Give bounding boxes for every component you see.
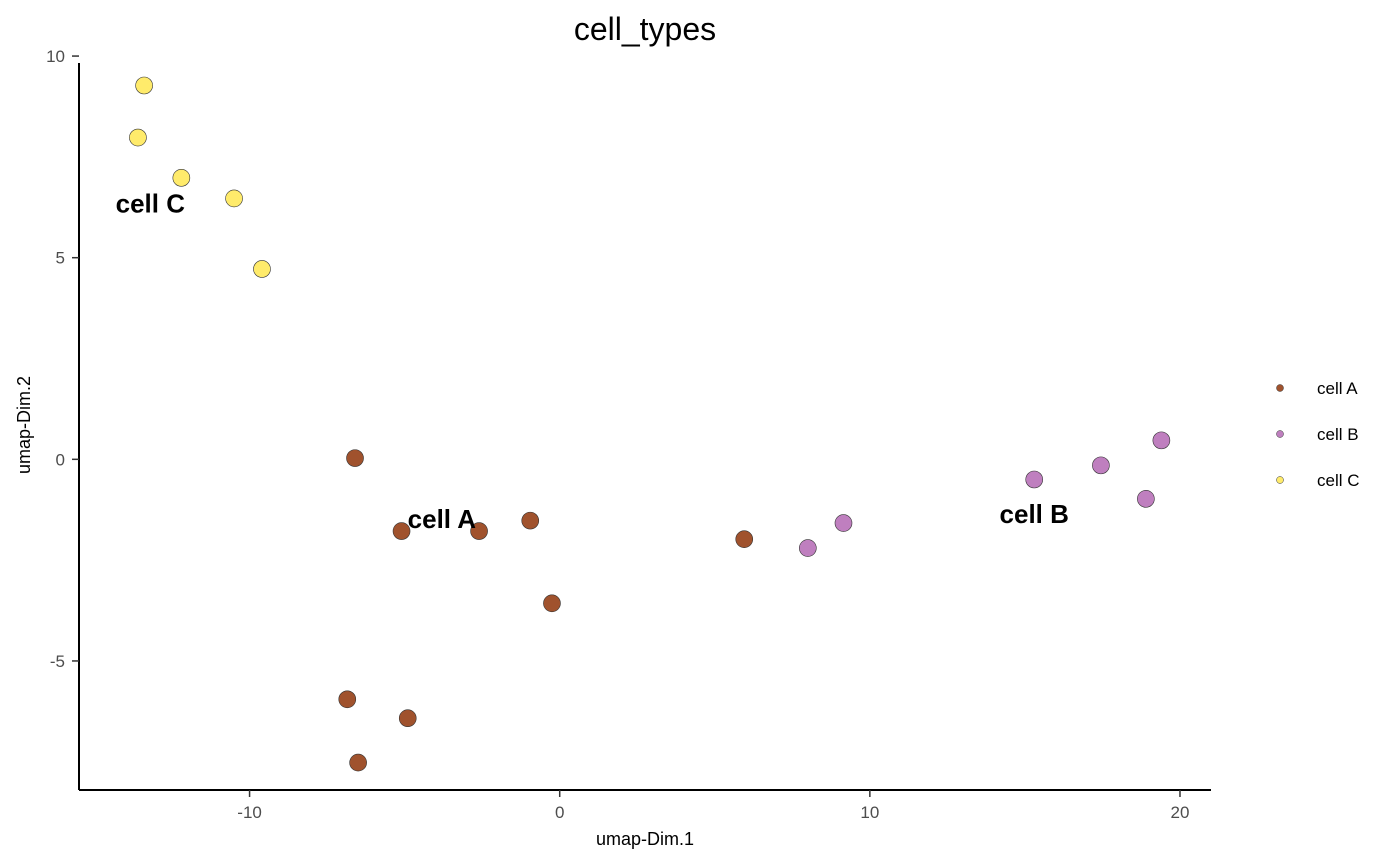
legend-label: cell A [1317,379,1358,398]
y-tick-label: 5 [56,249,65,268]
y-axis-ticks: -5 0 5 10 [46,47,79,671]
legend-label: cell B [1317,425,1359,444]
x-axis-ticks: -10 0 10 20 [237,790,1189,822]
cluster-label: cell A [408,504,477,534]
cell-a-point [470,522,488,540]
data-points [129,76,1171,772]
cell-a-point [392,522,411,540]
cell-b-point [799,539,817,557]
legend-label: cell C [1317,471,1360,490]
cluster-label: cell C [116,188,186,218]
y-axis-title: umap-Dim.2 [14,376,34,474]
cell-b-point [834,514,853,532]
cell-c-point [135,76,153,95]
y-tick-label: 10 [46,47,65,66]
legend-item-cell-a: cell A [1276,379,1358,398]
x-tick-label: 0 [555,803,564,822]
cell-a-point [346,449,364,467]
legend: cell A cell B cell C [1276,379,1360,490]
cell-b-point [1152,431,1171,450]
x-tick-label: -10 [237,803,262,822]
cell-c-point [225,189,243,208]
cell-a-point [543,594,561,613]
cluster-labels: cell A cell B cell C [116,188,1069,534]
cell-a-point [398,709,417,728]
cell-c-point [253,260,271,278]
cell-b-point [1092,456,1110,475]
legend-swatch [1276,384,1284,392]
y-tick-label: -5 [50,652,65,671]
cell-c-point [172,169,191,187]
y-tick-label: 0 [56,450,65,469]
legend-item-cell-b: cell B [1276,425,1359,444]
cell-b-point [1025,470,1044,489]
cell-a-point [735,530,754,548]
cell-a-point [338,690,357,709]
chart-title: cell_types [574,11,716,47]
cell-a-point [349,753,367,772]
cell-b-point [1137,490,1155,508]
legend-swatch [1276,476,1284,484]
cluster-label: cell B [1000,499,1069,529]
cell-a-point [521,511,540,530]
cell-c-point [129,128,147,147]
legend-swatch [1276,430,1284,438]
x-tick-label: 10 [860,803,879,822]
x-axis-title: umap-Dim.1 [596,829,694,849]
x-tick-label: 20 [1171,803,1190,822]
legend-item-cell-c: cell C [1276,471,1360,490]
